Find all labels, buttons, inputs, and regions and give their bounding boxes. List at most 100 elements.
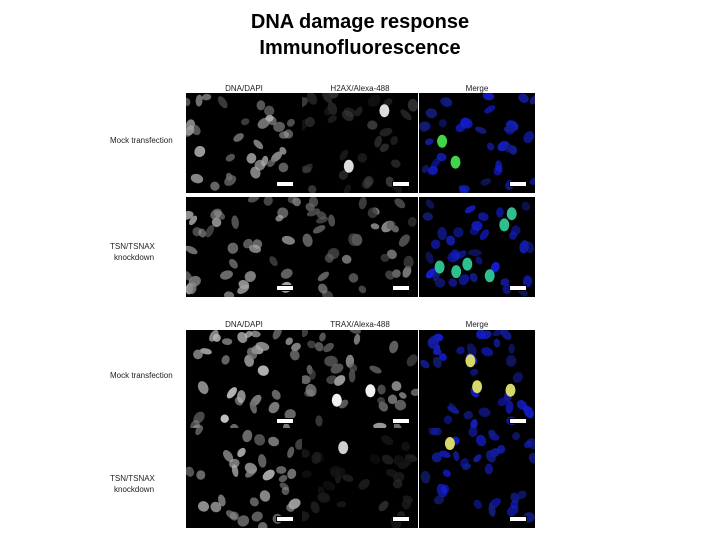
nucleus [488,503,496,517]
cell-texture [302,197,417,297]
nucleus [291,342,301,352]
nucleus [497,445,506,454]
nucleus [190,173,204,184]
cell-texture [302,93,418,193]
nucleus [387,394,398,405]
nucleus [217,494,226,507]
nucleus [231,215,239,229]
nucleus [305,202,315,212]
nucleus [475,126,487,134]
stained-nucleus [505,383,516,397]
nucleus [279,131,290,139]
nucleus [302,330,309,337]
nucleus [367,94,381,107]
nucleus [379,143,389,153]
nucleus [242,429,253,443]
fig1-knockdown-dapi-image [186,197,302,297]
nucleus [287,468,297,480]
nucleus [430,157,441,169]
nucleus [394,399,407,411]
nucleus [220,270,233,280]
nucleus [255,341,270,351]
nucleus [338,170,349,180]
nucleus [497,397,508,407]
nucleus [400,109,412,121]
nucleus [367,120,378,130]
nucleus [523,240,535,254]
nucleus [448,402,458,414]
nucleus [438,450,451,458]
nucleus [425,108,437,119]
nucleus [432,356,442,368]
scale-bar [509,516,527,522]
fig2-row-knockdown-label-line2: knockdown [114,485,155,494]
nucleus [358,478,370,490]
nucleus [425,199,435,209]
nucleus [464,205,476,214]
nucleus [268,401,280,414]
nucleus [505,355,517,367]
fig1-knockdown-h2ax-image [302,197,418,297]
nucleus [443,415,453,424]
fig2-mock-dapi-image [186,330,302,430]
nucleus [237,515,250,527]
nucleus [512,372,523,383]
nucleus [369,453,381,464]
fig1-col-h2ax-header: H2AX/Alexa-488 [330,84,390,93]
nucleus [427,166,439,175]
scale-bar [392,285,410,291]
cell-texture [302,435,418,528]
cell-texture [422,199,535,297]
nucleus [258,454,267,468]
fig2-knockdown-dapi-image [186,428,302,528]
nucleus [233,133,244,142]
nucleus [302,375,311,385]
nucleus [263,197,273,206]
nucleus [357,153,368,163]
nucleus [466,343,477,357]
nucleus [378,401,389,412]
nucleus [373,422,387,430]
nucleus [438,119,447,128]
stained-nucleus [451,265,462,279]
nucleus [193,349,203,360]
nucleus [223,291,235,297]
nucleus [302,233,313,247]
nucleus [528,452,535,464]
nucleus [386,249,397,260]
nucleus [469,368,479,376]
fig1-row-mock-label: Mock transfection [110,136,173,145]
nucleus [434,277,446,288]
nucleus [380,253,390,262]
nucleus [316,211,327,220]
nucleus [500,278,510,286]
scale-bar [276,516,294,522]
nucleus [478,407,491,418]
nucleus [458,274,470,286]
nucleus [521,201,531,211]
stained-nucleus [437,134,448,148]
nucleus [308,185,317,193]
nucleus [430,239,441,250]
nucleus [431,428,442,436]
nucleus [378,500,389,512]
fig2-col-dapi-header: DNA/DAPI [225,320,263,329]
stained-nucleus [450,155,461,169]
nucleus [509,231,517,240]
nucleus [402,266,412,278]
nucleus [311,451,322,464]
nucleus [244,271,256,282]
nucleus [186,466,195,477]
nucleus [302,470,312,478]
nucleus [458,184,470,193]
fig2-col-merge-header: Merge [465,320,489,329]
nucleus [529,94,535,105]
fig2-row-knockdown-label-line1: TSN/TSNAX [110,474,155,483]
nucleus [348,273,359,283]
nucleus [284,409,296,420]
nucleus [200,348,212,355]
nucleus [391,159,401,168]
nucleus [250,330,261,338]
nucleus [228,458,240,469]
nucleus [288,498,301,510]
